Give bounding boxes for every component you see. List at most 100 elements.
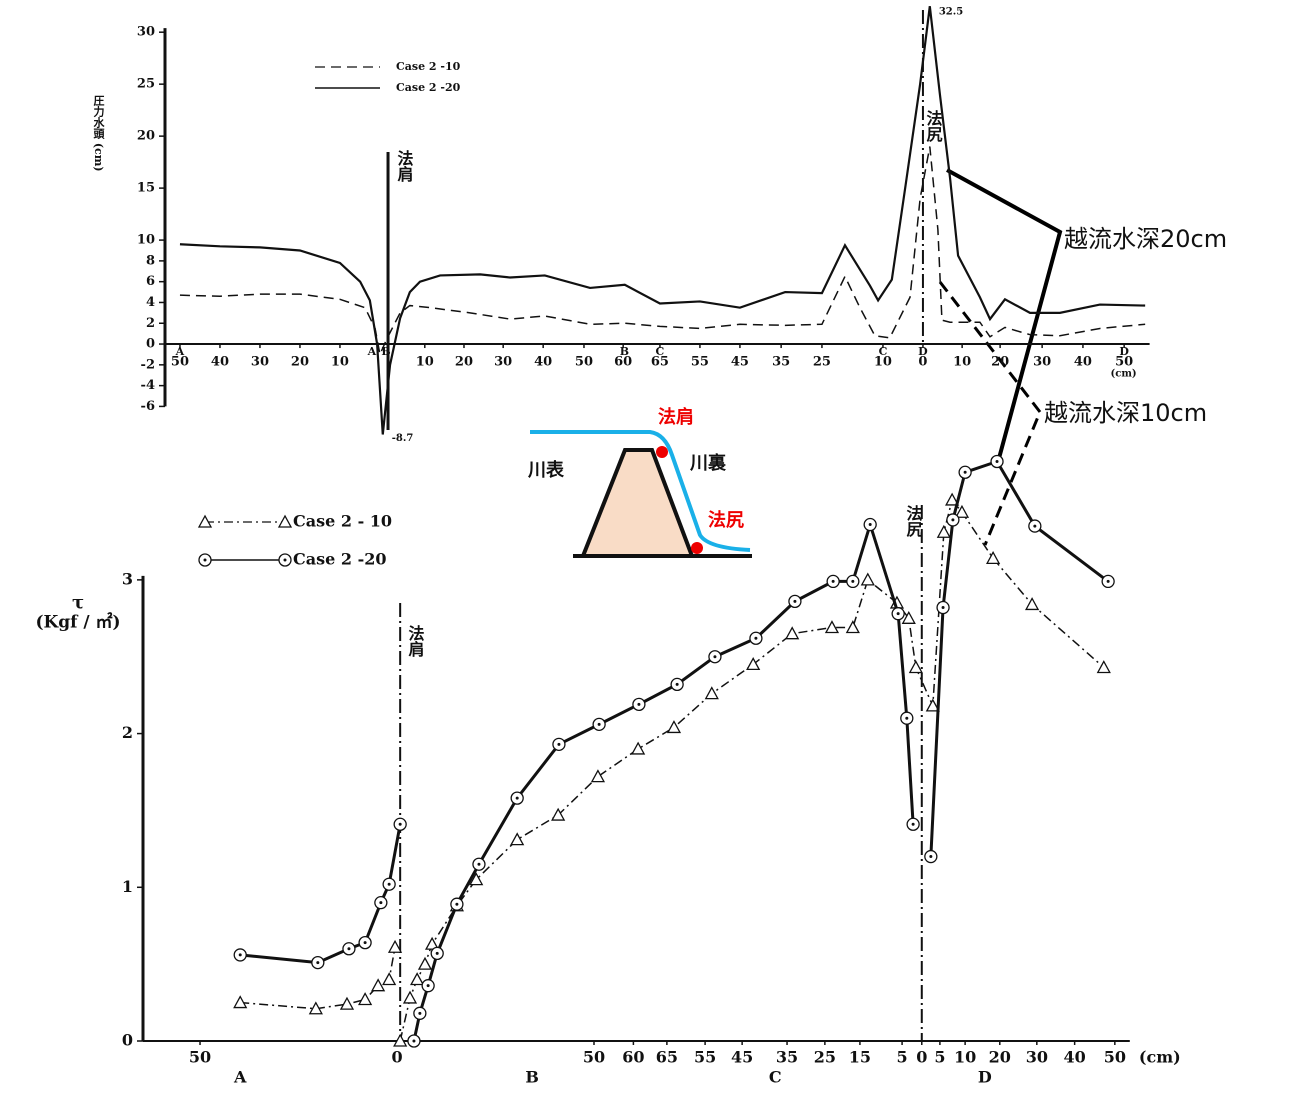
point-dot bbox=[418, 1012, 421, 1015]
peak-label: -8.7 bbox=[392, 433, 414, 444]
point-dot bbox=[929, 855, 932, 858]
marker-label: 法肩 bbox=[395, 149, 414, 183]
point-dot bbox=[379, 901, 382, 904]
section-label: C bbox=[879, 345, 888, 358]
x-tick-label: 35 bbox=[772, 355, 790, 370]
point bbox=[359, 937, 371, 949]
y-tick-label: 0 bbox=[122, 1031, 133, 1050]
y-label: τ bbox=[72, 592, 84, 613]
legend-label: Case 2 -10 bbox=[396, 60, 461, 73]
point bbox=[422, 980, 434, 992]
x-tick-label: 60 bbox=[622, 1048, 644, 1067]
y-tick-label: 30 bbox=[137, 25, 155, 40]
point bbox=[1029, 520, 1041, 532]
y-tick-label: 15 bbox=[137, 181, 155, 196]
point bbox=[892, 608, 904, 620]
point bbox=[1102, 575, 1114, 587]
point bbox=[511, 792, 523, 804]
landside-label: 川裏 bbox=[689, 452, 727, 474]
y-tick-label: 1 bbox=[122, 877, 133, 896]
x-tick-label: 45 bbox=[731, 1048, 753, 1067]
point-dot bbox=[754, 637, 757, 640]
toe-point bbox=[691, 542, 703, 554]
point bbox=[383, 878, 395, 890]
point-dot bbox=[1107, 580, 1110, 583]
point bbox=[279, 554, 291, 566]
section-label: B bbox=[525, 1068, 539, 1087]
x-tick-label: 30 bbox=[1026, 1048, 1048, 1067]
point-dot bbox=[637, 703, 640, 706]
point-dot bbox=[713, 655, 716, 658]
figure: 法肩 川表 川裏 法尻 越流水深20cm 越流水深10cm 3025201510… bbox=[0, 0, 1301, 1097]
point-dot bbox=[832, 580, 835, 583]
point-dot bbox=[316, 961, 319, 964]
x-tick-label: 55 bbox=[694, 1048, 716, 1067]
section-label: A bbox=[175, 345, 185, 358]
marker-label: 法尻 bbox=[924, 109, 943, 143]
x-tick-label: 40 bbox=[1064, 1048, 1086, 1067]
x-tick-label: 20 bbox=[989, 1048, 1011, 1067]
legend-label: Case 2 -20 bbox=[293, 550, 386, 569]
y-tick-label: 4 bbox=[146, 295, 155, 310]
point-dot bbox=[793, 600, 796, 603]
section-label: C bbox=[656, 345, 665, 358]
x-tick-label: 50 bbox=[189, 1048, 211, 1067]
x-tick-label: 10 bbox=[953, 355, 971, 370]
point bbox=[431, 947, 443, 959]
point-dot bbox=[912, 823, 915, 826]
y-tick-label: 3 bbox=[122, 569, 133, 588]
x-tick-label: 25 bbox=[813, 355, 831, 370]
point-dot bbox=[477, 863, 480, 866]
point bbox=[901, 712, 913, 724]
x-tick-label: 40 bbox=[534, 355, 552, 370]
x-tick-label: 50 bbox=[583, 1048, 605, 1067]
y-tick-label: 8 bbox=[146, 253, 155, 268]
y-tick-label: 6 bbox=[146, 274, 155, 289]
y-tick-label: 25 bbox=[137, 77, 155, 92]
point-dot bbox=[388, 883, 391, 886]
point bbox=[864, 519, 876, 531]
x-tick-label: 5 bbox=[897, 1048, 908, 1067]
point bbox=[234, 949, 246, 961]
x-tick-label: 50 bbox=[1104, 1048, 1126, 1067]
x-tick-label: 45 bbox=[731, 355, 749, 370]
x-tick-label: 0 bbox=[916, 1048, 927, 1067]
point bbox=[947, 514, 959, 526]
point bbox=[789, 595, 801, 607]
section-label: D bbox=[918, 345, 928, 358]
point-dot bbox=[897, 612, 900, 615]
point bbox=[959, 466, 971, 478]
point-dot bbox=[516, 797, 519, 800]
section-label: C bbox=[769, 1068, 782, 1087]
x-tick-label: 25 bbox=[814, 1048, 836, 1067]
x-unit: (cm) bbox=[1111, 369, 1137, 380]
section-label: A bbox=[367, 345, 377, 358]
point-dot bbox=[905, 717, 908, 720]
x-tick-label: 5 bbox=[934, 1048, 945, 1067]
point-dot bbox=[284, 559, 287, 562]
point bbox=[750, 632, 762, 644]
y-tick-label: 20 bbox=[137, 129, 155, 144]
x-tick-label: 15 bbox=[849, 1048, 871, 1067]
point bbox=[199, 554, 211, 566]
x-unit: (cm) bbox=[1139, 1048, 1181, 1067]
point bbox=[937, 602, 949, 614]
point-dot bbox=[557, 743, 560, 746]
y-tick-label: 10 bbox=[137, 233, 155, 248]
section-label: A bbox=[233, 1068, 247, 1087]
point-dot bbox=[1033, 525, 1036, 528]
y-tick-label: -4 bbox=[141, 378, 155, 393]
point-dot bbox=[851, 580, 854, 583]
crest-point bbox=[656, 446, 668, 458]
point-dot bbox=[412, 1040, 415, 1043]
callout-20: 越流水深20cm bbox=[1064, 225, 1227, 253]
y-tick-label: 2 bbox=[122, 723, 133, 742]
point bbox=[633, 698, 645, 710]
y-tick-label: 2 bbox=[146, 316, 155, 331]
section-label: D bbox=[1119, 345, 1129, 358]
point-dot bbox=[399, 823, 402, 826]
point bbox=[907, 818, 919, 830]
point bbox=[925, 851, 937, 863]
point bbox=[847, 575, 859, 587]
point bbox=[553, 738, 565, 750]
